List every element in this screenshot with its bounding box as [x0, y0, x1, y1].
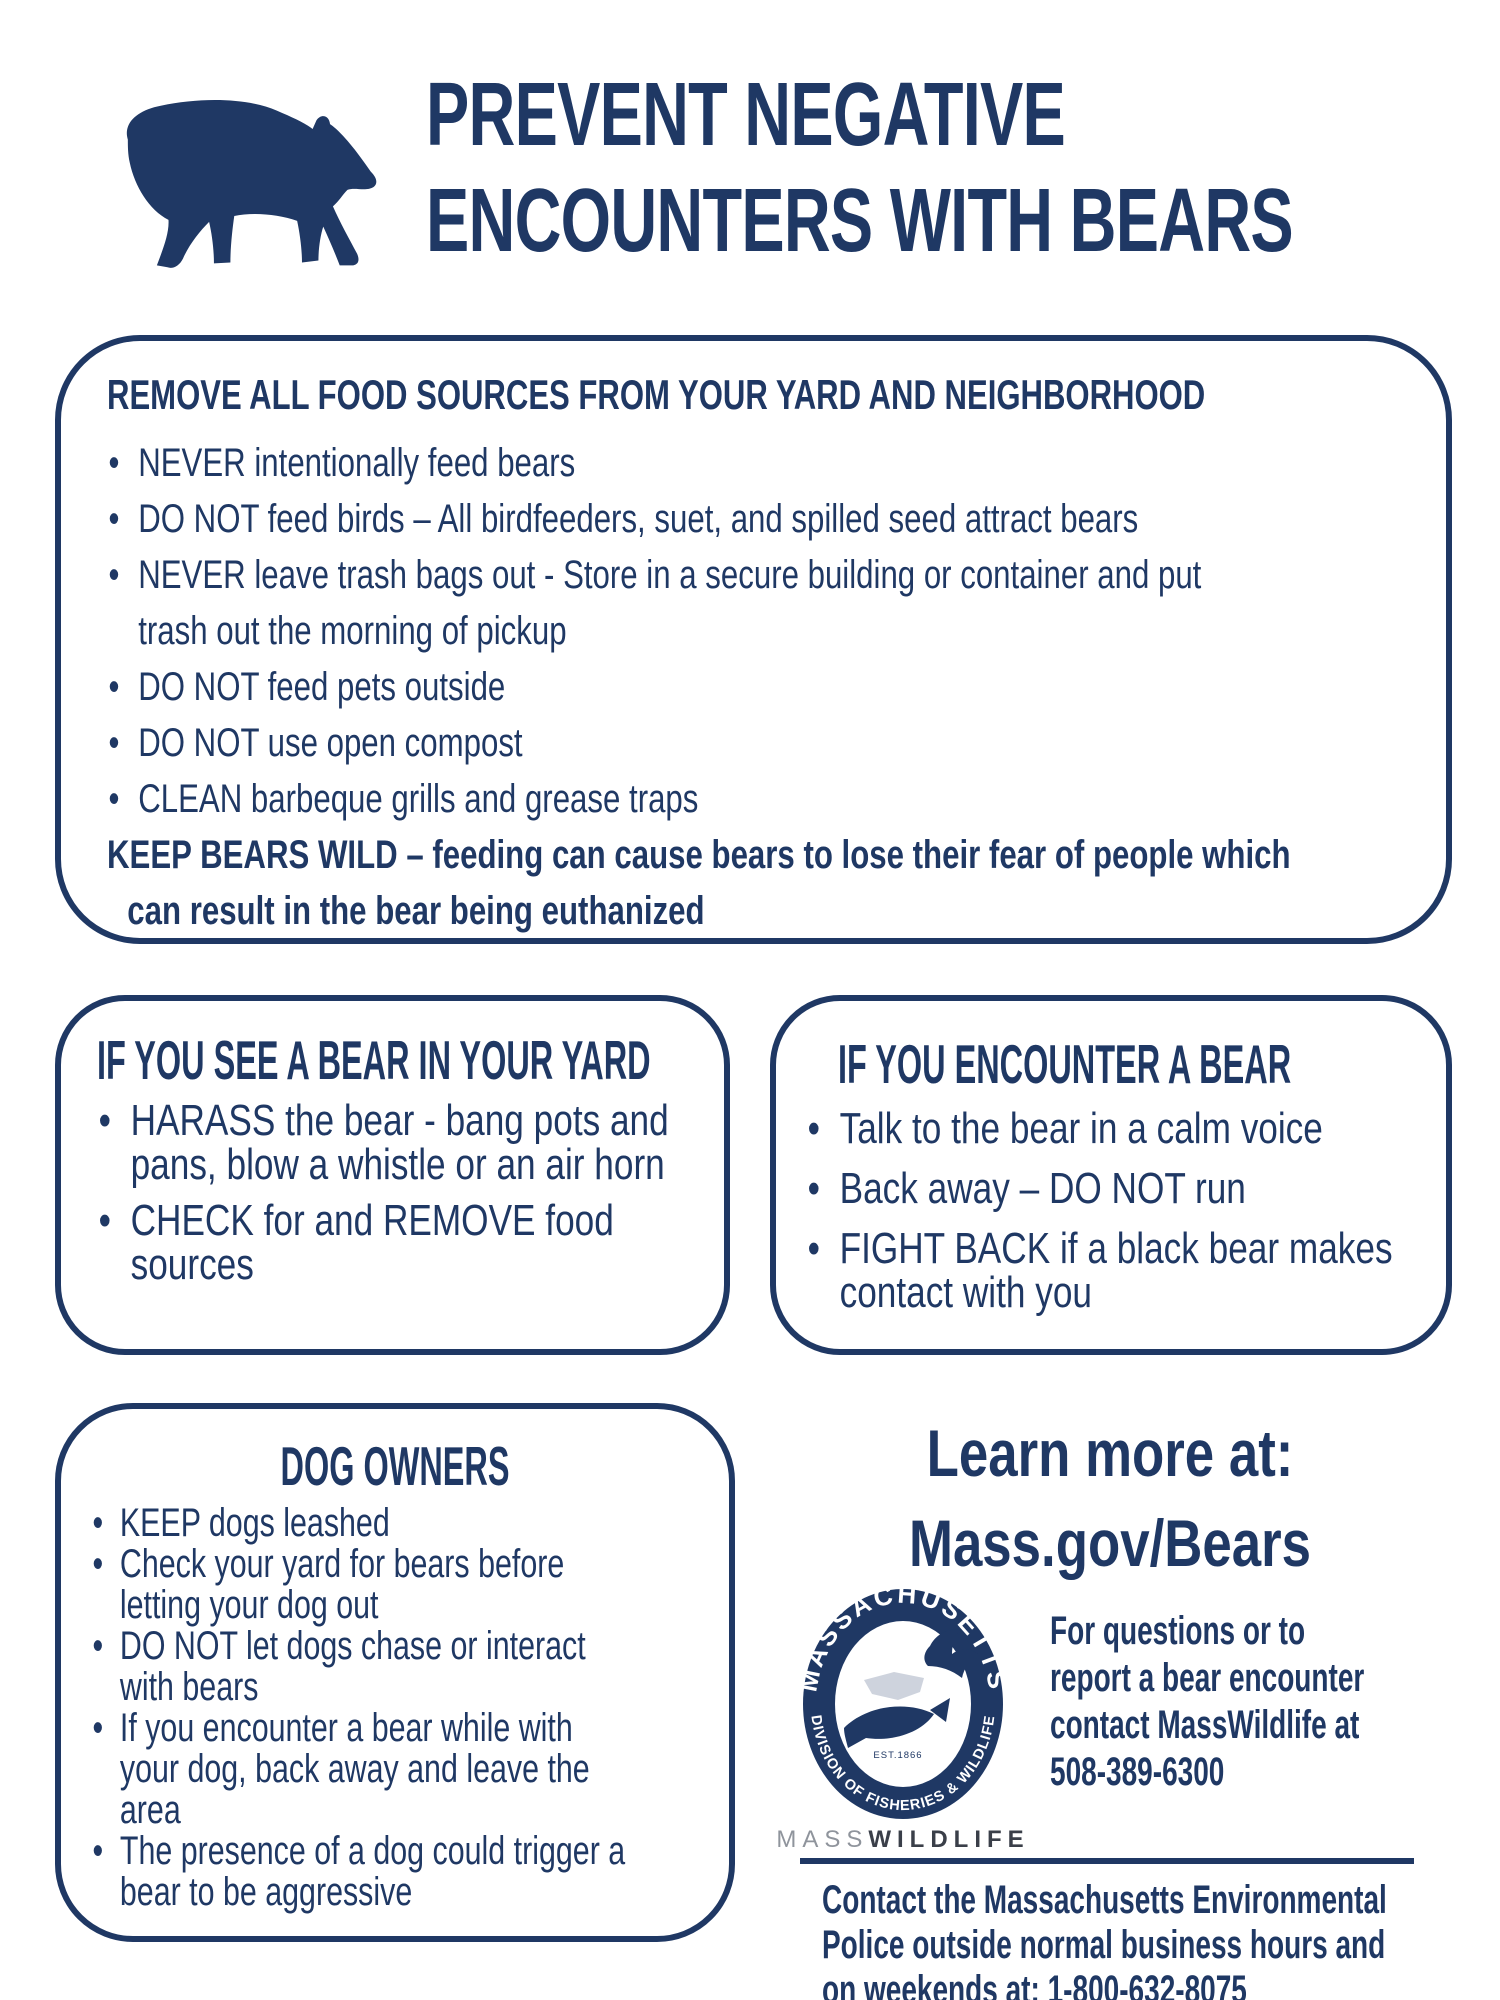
- after-hours-contact-text: Contact the Massachusetts Environmental …: [822, 1878, 1452, 2000]
- list-item: Back away – DO NOT run: [806, 1167, 1500, 1212]
- wordmark-wildlife: WILDLIFE: [868, 1826, 1030, 1853]
- list-item: If you encounter a bear while with your …: [91, 1708, 760, 1831]
- list-item: The presence of a dog could trigger a be…: [91, 1831, 760, 1913]
- remove-food-sources-box: REMOVE ALL FOOD SOURCES FROM YOUR YARD A…: [55, 335, 1452, 944]
- remove-food-bullet-list: NEVER intentionally feed bears DO NOT fe…: [107, 435, 1500, 827]
- encounter-bear-bullet-list: Talk to the bear in a calm voice Back aw…: [806, 1107, 1500, 1315]
- see-bear-box: IF YOU SEE A BEAR IN YOUR YARD HARASS th…: [55, 995, 730, 1355]
- list-item: Talk to the bear in a calm voice: [806, 1107, 1500, 1152]
- see-bear-bullet-list: HARASS the bear - bang pots and pans, bl…: [97, 1099, 817, 1287]
- box-heading-remove-food: REMOVE ALL FOOD SOURCES FROM YOUR YARD A…: [107, 371, 1206, 418]
- list-item: NEVER leave trash bags out - Store in a …: [107, 547, 1500, 659]
- bear-silhouette-icon: [126, 100, 377, 268]
- poster-title: PREVENT NEGATIVE ENCOUNTERS WITH BEARS: [426, 62, 1294, 274]
- list-item: DO NOT use open compost: [107, 715, 1500, 771]
- list-item: CHECK for and REMOVE food sources: [97, 1199, 817, 1287]
- learn-more-heading: Learn more at: Mass.gov/Bears: [830, 1408, 1390, 1588]
- environmental-police-phone-number: on weekends at: 1-800-632-8075: [822, 1968, 1247, 2000]
- wordmark-mass: MASS: [776, 1826, 869, 1853]
- learn-more-url: Mass.gov/Bears: [908, 1506, 1312, 1580]
- list-item: HARASS the bear - bang pots and pans, bl…: [97, 1099, 817, 1187]
- box-heading-dog-owners: DOG OWNERS: [280, 1435, 510, 1497]
- list-item: DO NOT feed birds – All birdfeeders, sue…: [107, 491, 1500, 547]
- keep-bears-wild-note: KEEP BEARS WILD – feeding can cause bear…: [107, 833, 1291, 933]
- questions-contact-text: For questions or to report a bear encoun…: [1050, 1608, 1500, 1796]
- seal-est-text: EST.1866: [873, 1750, 922, 1761]
- list-item: FIGHT BACK if a black bear makes contact…: [806, 1227, 1500, 1315]
- masswildlife-phone-number: 508-389-6300: [1050, 1750, 1225, 1794]
- box-heading-encounter-bear: IF YOU ENCOUNTER A BEAR: [838, 1033, 1292, 1095]
- list-item: DO NOT let dogs chase or interact with b…: [91, 1626, 760, 1708]
- dog-owners-box: DOG OWNERS KEEP dogs leashed Check your …: [55, 1403, 735, 1942]
- masswildlife-seal-logo: MASSACHUSETTS DIVISION OF FISHERIES & WI…: [802, 1588, 1004, 1819]
- poster-title-line2: ENCOUNTERS WITH BEARS: [426, 171, 1294, 271]
- box-heading-see-bear: IF YOU SEE A BEAR IN YOUR YARD: [97, 1029, 651, 1091]
- seal-fish-and-bird-art: EST.1866: [844, 1629, 978, 1761]
- list-item: Check your yard for bears before letting…: [91, 1544, 760, 1626]
- divider-rule: [800, 1858, 1414, 1864]
- list-item: CLEAN barbeque grills and grease traps: [107, 771, 1500, 827]
- dog-owners-bullet-list: KEEP dogs leashed Check your yard for be…: [91, 1503, 760, 1913]
- masswildlife-wordmark: MASSWILDLIFE: [743, 1826, 1063, 1854]
- list-item: NEVER intentionally feed bears: [107, 435, 1500, 491]
- list-item: KEEP dogs leashed: [91, 1503, 760, 1545]
- poster-title-line1: PREVENT NEGATIVE: [426, 65, 1066, 165]
- encounter-bear-box: IF YOU ENCOUNTER A BEAR Talk to the bear…: [770, 995, 1452, 1355]
- list-item: DO NOT feed pets outside: [107, 659, 1500, 715]
